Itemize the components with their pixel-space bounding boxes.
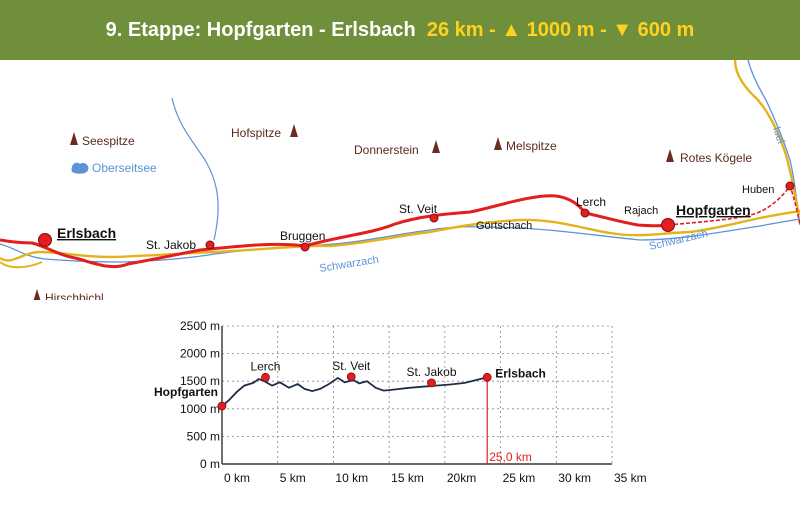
stream-left: [171, 97, 219, 241]
y-tick-label: 2500 m: [180, 319, 220, 333]
x-tick-label: 5 km: [280, 471, 306, 485]
x-tick-label: 0 km: [224, 471, 250, 485]
road-spur: [0, 261, 43, 269]
x-tick-label: 20km: [447, 471, 476, 485]
profile-marker: [482, 372, 492, 382]
x-axis-labels: 0 km 5 km 10 km 15 km 20km 25 km 30 km 35 km: [224, 471, 647, 485]
y-tick-label: 500 m: [187, 429, 220, 443]
town-marker-huben: [785, 181, 795, 191]
y-tick-label: 2000 m: [180, 347, 220, 361]
town-marker-erlsbach: [38, 233, 52, 247]
profile-marker-label: Hopfgarten: [154, 385, 218, 399]
x-tick-label: 35 km: [614, 471, 647, 485]
profile-line: [221, 376, 488, 407]
town-label-hopfgarten: Hopfgarten: [676, 202, 751, 218]
stream-isel: [747, 60, 800, 226]
x-tick-label: 15 km: [391, 471, 424, 485]
river-label-schwarzach: Schwarzach: [319, 254, 380, 275]
peak-icon: [70, 132, 78, 145]
y-axis-labels: 0 m 500 m 1000 m 1500 m 2000 m 2500 m: [180, 319, 220, 471]
lake-icon: [71, 162, 89, 174]
peak-icon: [290, 124, 298, 137]
y-tick-label: 1000 m: [180, 402, 220, 416]
town-label-huben: Huben: [742, 184, 774, 196]
town-marker-bruggen: [300, 242, 310, 252]
town-marker-st-jakob: [205, 240, 215, 250]
town-label-rajach: Rajach: [624, 205, 658, 217]
y-tick-label: 0 m: [200, 457, 220, 471]
town-label-bruggen: Bruggen: [280, 229, 325, 243]
peak-icon: [33, 289, 41, 300]
peak-label-rotes-kogele: Rotes Kögele: [680, 151, 752, 165]
profile-markers: Hopfgarten Lerch St. Veit St. Jakob Erlsbach: [154, 359, 546, 411]
road-valley: [0, 209, 800, 262]
profile-marker-label: Erlsbach: [495, 366, 546, 380]
town-label-lerch: Lerch: [576, 195, 606, 209]
lake-label: Oberseitsee: [92, 161, 157, 175]
profile-marker: [217, 401, 227, 411]
route-huben: [667, 184, 800, 226]
town-label-st-jakob: St. Jakob: [146, 238, 196, 252]
x-tick-label: 25 km: [503, 471, 536, 485]
stage-title: 9. Etappe: Hopfgarten - Erlsbach: [105, 19, 416, 41]
title-banner: 9. Etappe: Hopfgarten - Erlsbach 26 km -…: [0, 0, 800, 60]
town-marker-hopfgarten: [661, 218, 675, 232]
peak-icon: [666, 149, 674, 162]
profile-marker-label: St. Jakob: [406, 365, 456, 379]
town-label-erlsbach: Erlsbach: [57, 225, 116, 241]
town-label-st-veit: St. Veit: [399, 202, 438, 216]
profile-marker: [427, 378, 436, 388]
town-marker-lerch: [580, 208, 590, 218]
stage-stats: 26 km - ▲ 1000 m - ▼ 600 m: [426, 19, 695, 41]
stage-heading: 9. Etappe: Hopfgarten - Erlsbach 26 km -…: [0, 0, 800, 60]
peak-icon: [432, 140, 440, 153]
elevation-profile: 0 m 500 m 1000 m 1500 m 2000 m 2500 m 0 km 5 k…: [154, 319, 647, 485]
profile-marker-label: St. Veit: [332, 359, 371, 373]
x-tick-label: 10 km: [335, 471, 368, 485]
town-label-gortschach: Görtschach: [476, 220, 532, 232]
y-tick-label: 1500 m: [180, 374, 220, 388]
route-map: Erlsbach St. Jakob Bruggen St. Veit Gört…: [0, 60, 800, 300]
profile-marker-label: Lerch: [250, 359, 280, 373]
peak-label-seespitze: Seespitze: [82, 134, 135, 148]
river-label-isel: Isel: [770, 125, 787, 145]
stream-valley: [0, 218, 800, 263]
profile-marker: [346, 372, 356, 382]
town-marker-st-veit: [429, 213, 439, 223]
profile-grid: [222, 325, 613, 464]
peak-icon: [494, 137, 502, 150]
profile-marker: [261, 372, 270, 382]
peak-label-melspitze: Melspitze: [506, 139, 557, 153]
peak-label-hofspitze: Hofspitze: [231, 126, 281, 140]
peak-label-donnerstein: Donnerstein: [354, 143, 419, 157]
x-tick-label: 30 km: [558, 471, 591, 485]
end-distance-label: 25,0 km: [489, 450, 532, 464]
peak-label-hirschbichl: Hirschbichl: [45, 291, 104, 300]
